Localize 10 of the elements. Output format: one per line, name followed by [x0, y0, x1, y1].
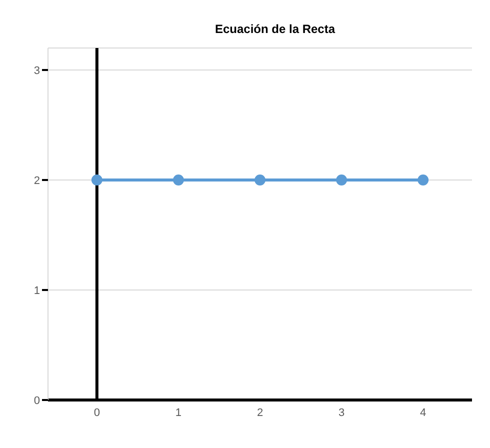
x-tick-label: 3 — [338, 406, 345, 419]
x-tick-label: 1 — [175, 406, 182, 419]
x-tick-label: 4 — [420, 406, 426, 419]
y-tick-label: 1 — [34, 284, 40, 297]
y-tick-label: 2 — [34, 174, 40, 187]
y-tick-label: 0 — [34, 394, 40, 407]
y-tick-label: 3 — [34, 64, 40, 77]
chart-title: Ecuación de la Recta — [214, 22, 336, 36]
x-tick-label: 0 — [94, 406, 100, 419]
x-tick-label: 2 — [256, 406, 264, 419]
